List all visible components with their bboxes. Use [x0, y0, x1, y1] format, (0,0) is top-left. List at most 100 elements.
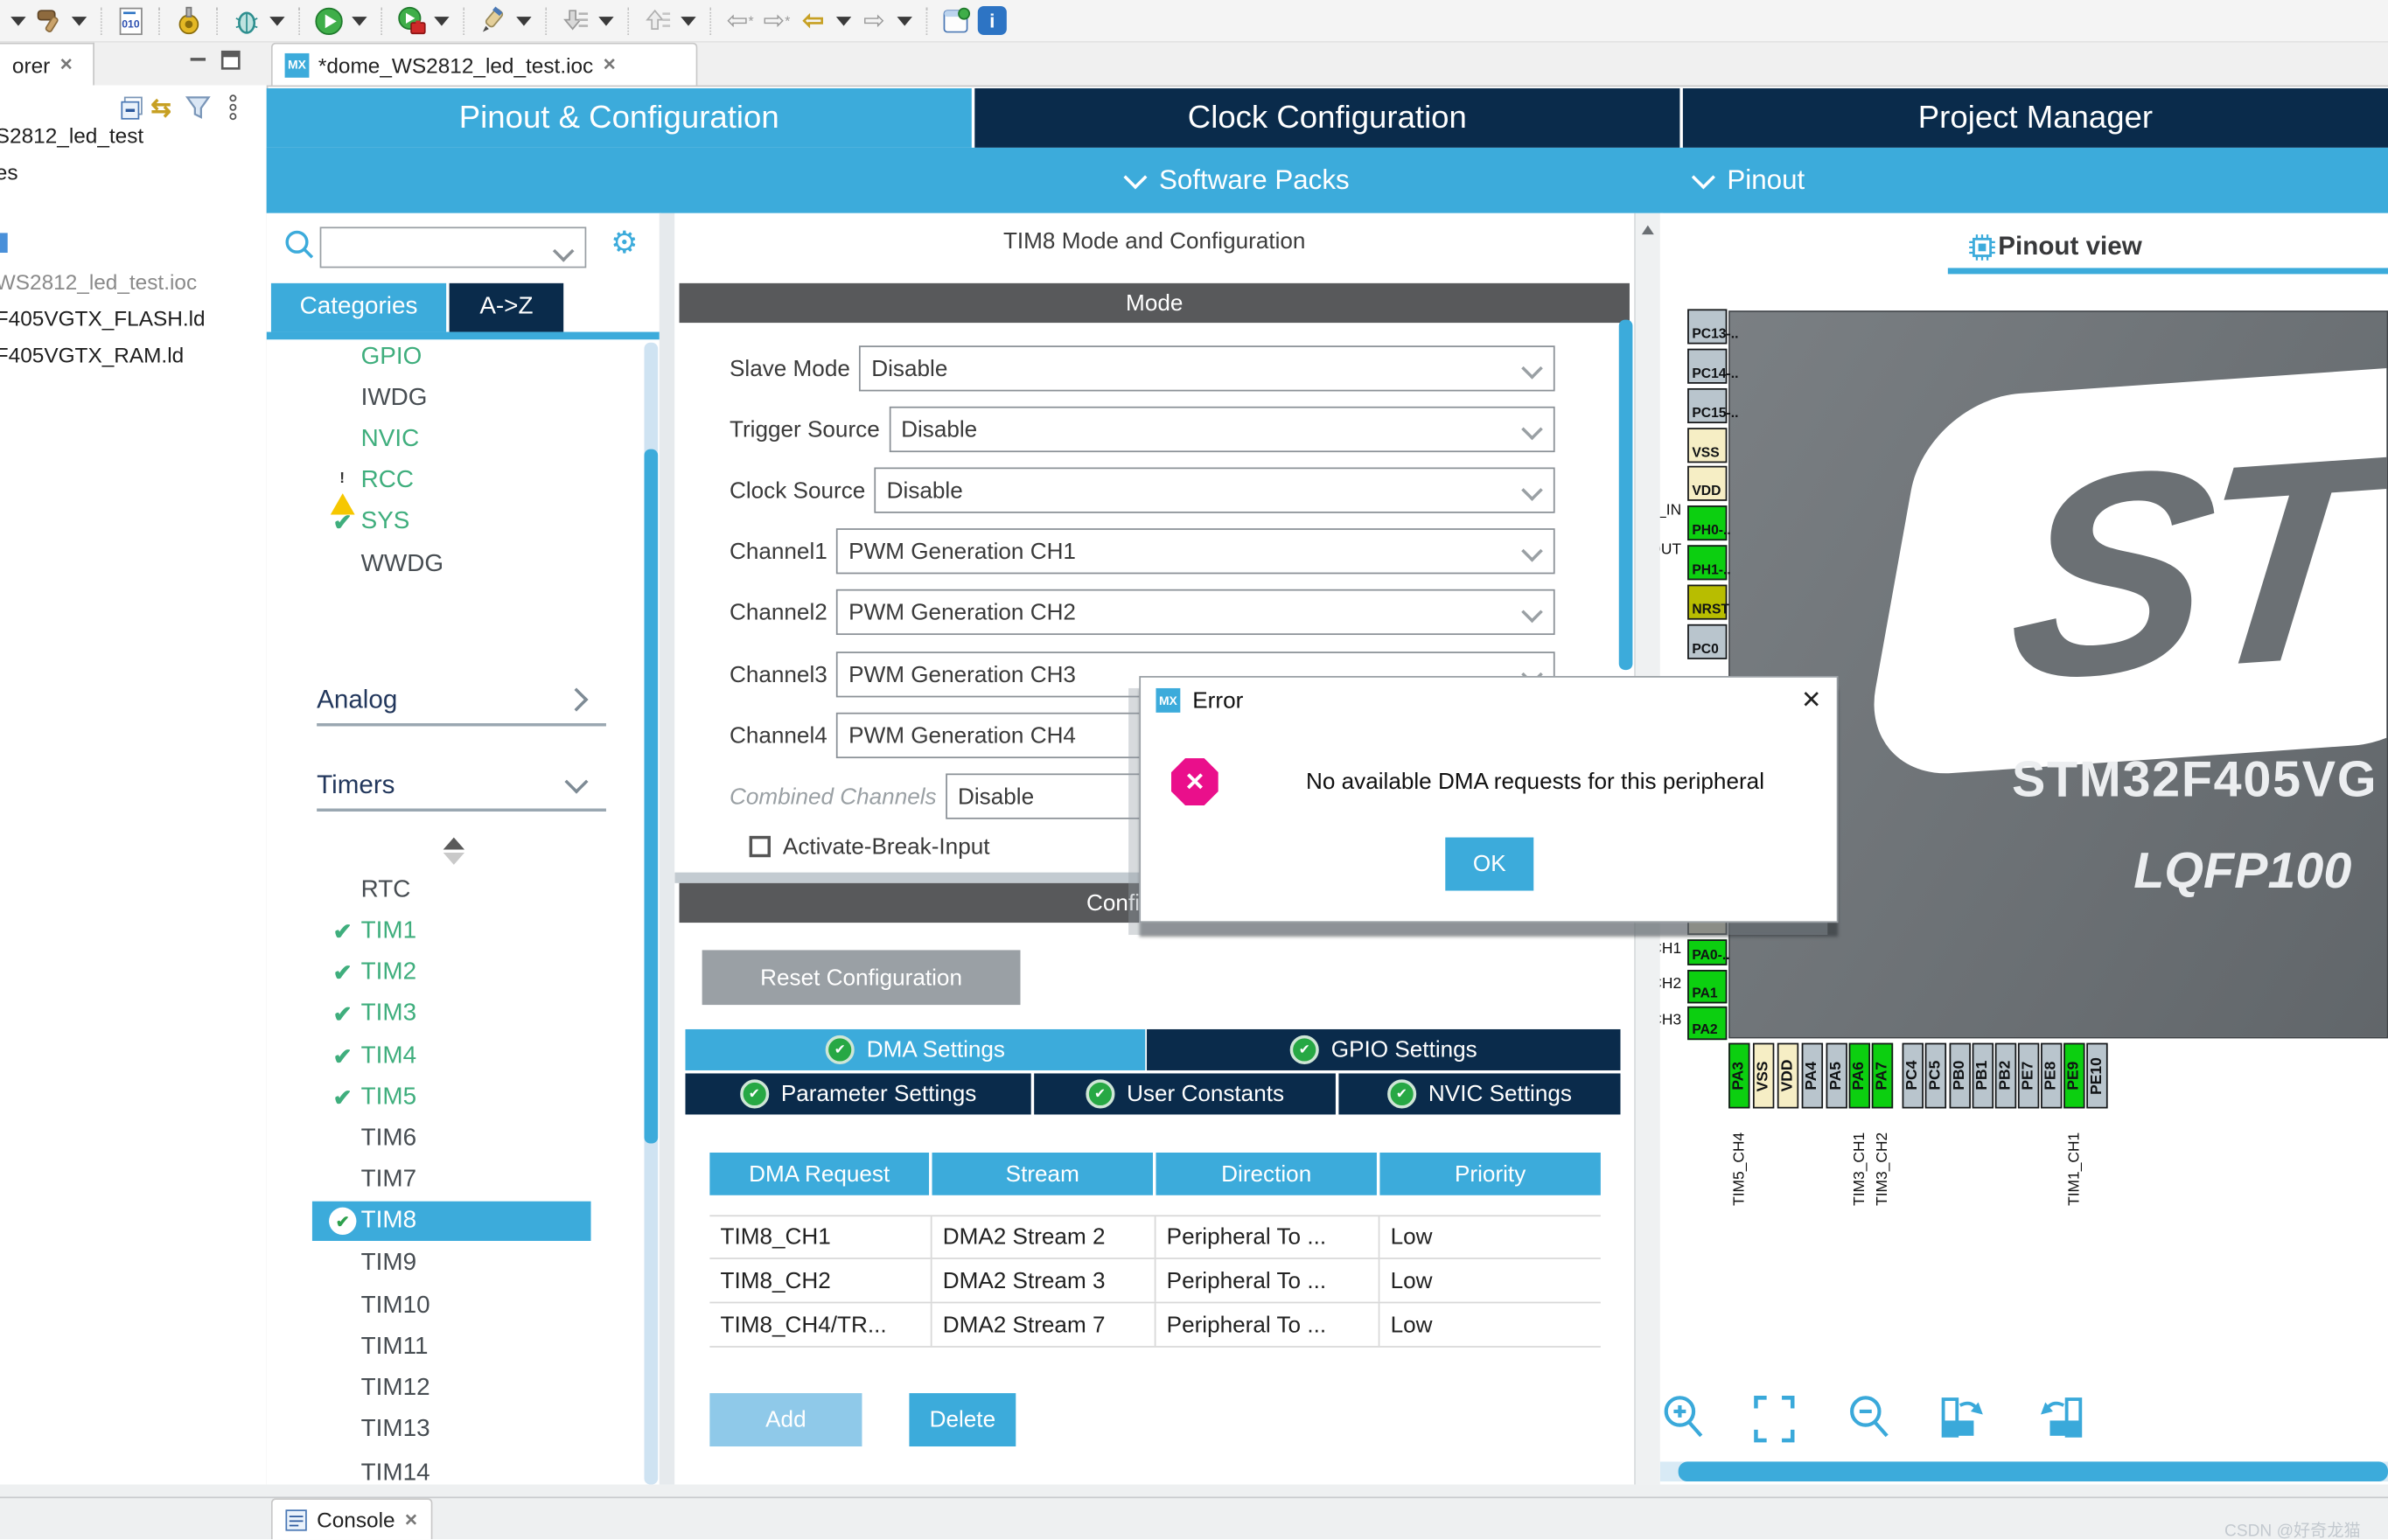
minimize-icon[interactable] [189, 55, 207, 70]
tree-item-ioc[interactable]: WS2812_led_test.ioc [0, 269, 198, 295]
sidebar-item-tim12[interactable]: TIM12 [360, 1375, 430, 1401]
pin-ph0[interactable]: PH0-.. [1687, 505, 1731, 541]
sidebar-item-rcc[interactable]: RCC [312, 462, 591, 515]
tab-editor-ioc[interactable]: MX *dome_WS2812_led_test.ioc [270, 42, 698, 86]
dropdown-icon[interactable] [352, 16, 367, 25]
tab-parameter-settings[interactable]: Parameter Settings [685, 1073, 1031, 1115]
channel1-select[interactable]: PWM Generation CH1 [836, 528, 1555, 575]
tree-item-flash-ld[interactable]: F405VGTX_FLASH.ld [0, 305, 206, 331]
tab-pinout-configuration[interactable]: Pinout & Configuration [266, 87, 972, 148]
maximize-icon[interactable] [220, 50, 241, 70]
tree-item-project[interactable]: S2812_led_test [0, 123, 144, 148]
dropdown-icon[interactable] [681, 16, 696, 25]
sidebar-item-tim9[interactable]: TIM9 [360, 1250, 417, 1277]
pin-pe7[interactable]: PE7 [2017, 1042, 2040, 1109]
pin-pe9[interactable]: PE9 [2063, 1042, 2085, 1109]
pin-pa0[interactable]: PA0-.. [1687, 939, 1730, 965]
sidebar-item-rtc[interactable]: RTC [360, 876, 411, 903]
info-icon[interactable] [977, 5, 1007, 36]
tab-categories[interactable]: Categories [270, 282, 447, 332]
close-icon[interactable] [603, 55, 617, 75]
dropdown-icon[interactable] [516, 16, 532, 25]
pin-pa3[interactable]: PA3 [1728, 1042, 1750, 1109]
scrollbar-thumb[interactable] [644, 449, 659, 1144]
sidebar-item-tim5[interactable]: TIM5 [312, 1078, 591, 1118]
debug-bug-icon[interactable] [232, 5, 262, 36]
slave-mode-select[interactable]: Disable [859, 345, 1555, 392]
forward-icon[interactable]: ⇨ [862, 5, 885, 35]
sidebar-item-tim14[interactable]: TIM14 [360, 1460, 430, 1485]
add-button[interactable]: Add [709, 1393, 862, 1447]
pencil-marker-icon[interactable] [478, 5, 509, 36]
link-with-editor-icon[interactable]: ⇆ [150, 95, 171, 122]
pin-pa4[interactable]: PA4 [1801, 1042, 1824, 1109]
pin-pc5[interactable]: PC5 [1924, 1042, 1947, 1109]
view-menu-icon[interactable] [226, 93, 241, 123]
sidebar-item-tim11[interactable]: TIM11 [360, 1334, 429, 1360]
dropdown-icon[interactable] [897, 16, 912, 25]
gear-icon[interactable]: ⚙ [611, 226, 639, 261]
pin-pb2[interactable]: PB2 [1994, 1042, 2017, 1109]
pin-pa2[interactable]: PA2 [1687, 1006, 1728, 1041]
pin-pb0[interactable]: PB0 [1949, 1042, 1971, 1109]
pin-pc13[interactable]: PC13-.. [1687, 309, 1738, 345]
dropdown-icon[interactable] [835, 16, 852, 25]
close-icon[interactable] [1801, 685, 1821, 715]
sort-arrows[interactable] [443, 837, 468, 865]
pin-pa7[interactable]: PA7 [1871, 1042, 1894, 1109]
delete-button[interactable]: Delete [909, 1393, 1016, 1447]
pin-ph1[interactable]: PH1-.. [1687, 545, 1731, 581]
pin-pc15[interactable]: PC15-.. [1687, 387, 1738, 424]
back-icon[interactable]: ⇦ [802, 5, 825, 35]
last-edit-location-icon[interactable]: ⇦ * [726, 5, 754, 35]
dropdown-icon[interactable] [434, 16, 450, 25]
best-fit-icon[interactable] [1751, 1393, 1797, 1451]
mode-scrollbar-thumb[interactable] [1618, 319, 1633, 671]
next-edit-location-icon[interactable]: ⇨ * [763, 5, 791, 35]
trigger-source-select[interactable]: Disable [889, 406, 1555, 453]
pinout-menu[interactable]: Pinout [1691, 148, 1805, 213]
pin-nrst[interactable]: NRST [1687, 584, 1729, 620]
rotate-counterclockwise-icon[interactable] [2033, 1393, 2083, 1451]
activate-break-input-checkbox[interactable] [749, 835, 771, 858]
pin-pc0[interactable]: PC0 [1687, 624, 1728, 659]
sidebar-item-tim8[interactable]: TIM8 [311, 1201, 591, 1241]
binary-file-icon[interactable]: 010 [115, 5, 146, 36]
run-icon[interactable] [314, 5, 345, 36]
close-icon[interactable] [59, 55, 73, 75]
pin-pb1[interactable]: PB1 [1972, 1042, 1994, 1109]
pin-pc4[interactable]: PC4 [1902, 1042, 1924, 1109]
close-icon[interactable] [404, 1509, 418, 1530]
dma-table-row[interactable]: TIM8_CH1 DMA2 Stream 2 Peripheral To ...… [709, 1215, 1601, 1259]
pin-vdd[interactable]: VDD [1687, 465, 1728, 501]
tab-console[interactable]: Console [270, 1498, 432, 1540]
sidebar-item-wwdg[interactable]: WWDG [360, 551, 444, 577]
pin-pe8[interactable]: PE8 [2041, 1042, 2063, 1109]
load-list-up-icon[interactable] [643, 5, 674, 36]
dropdown-icon[interactable] [598, 16, 614, 25]
pin-pa6[interactable]: PA6 [1848, 1042, 1871, 1109]
section-analog[interactable]: Analog [317, 685, 398, 714]
ok-button[interactable]: OK [1445, 837, 1534, 891]
sidebar-item-tim4[interactable]: TIM4 [312, 1037, 591, 1077]
scrollbar-thumb[interactable] [1678, 1461, 2388, 1482]
sidebar-item-tim10[interactable]: TIM10 [360, 1293, 430, 1319]
dma-table-row[interactable]: TIM8_CH4/TR... DMA2 Stream 7 Peripheral … [709, 1303, 1601, 1348]
drill-icon[interactable] [173, 5, 204, 36]
sidebar-item-tim6[interactable]: TIM6 [360, 1125, 417, 1152]
zoom-in-icon[interactable] [1660, 1393, 1706, 1451]
tab-project-explorer[interactable]: orer [0, 42, 94, 86]
sidebar-item-tim7[interactable]: TIM7 [360, 1166, 417, 1193]
sidebar-item-gpio[interactable]: GPIO [360, 344, 422, 371]
pin-pa5[interactable]: PA5 [1826, 1042, 1847, 1109]
tree-item-includes[interactable]: es [0, 159, 18, 185]
sidebar-item-tim2[interactable]: TIM2 [312, 953, 591, 993]
pin-pc14[interactable]: PC14-.. [1687, 348, 1738, 384]
tab-a-to-z[interactable]: A->Z [449, 282, 564, 332]
build-hammer-icon[interactable] [33, 5, 64, 36]
dropdown-icon[interactable] [71, 16, 87, 25]
zoom-out-icon[interactable] [1846, 1393, 1891, 1451]
search-input[interactable] [319, 226, 587, 268]
tab-dma-settings[interactable]: DMA Settings [685, 1028, 1146, 1070]
sidebar-item-tim13[interactable]: TIM13 [360, 1416, 430, 1442]
